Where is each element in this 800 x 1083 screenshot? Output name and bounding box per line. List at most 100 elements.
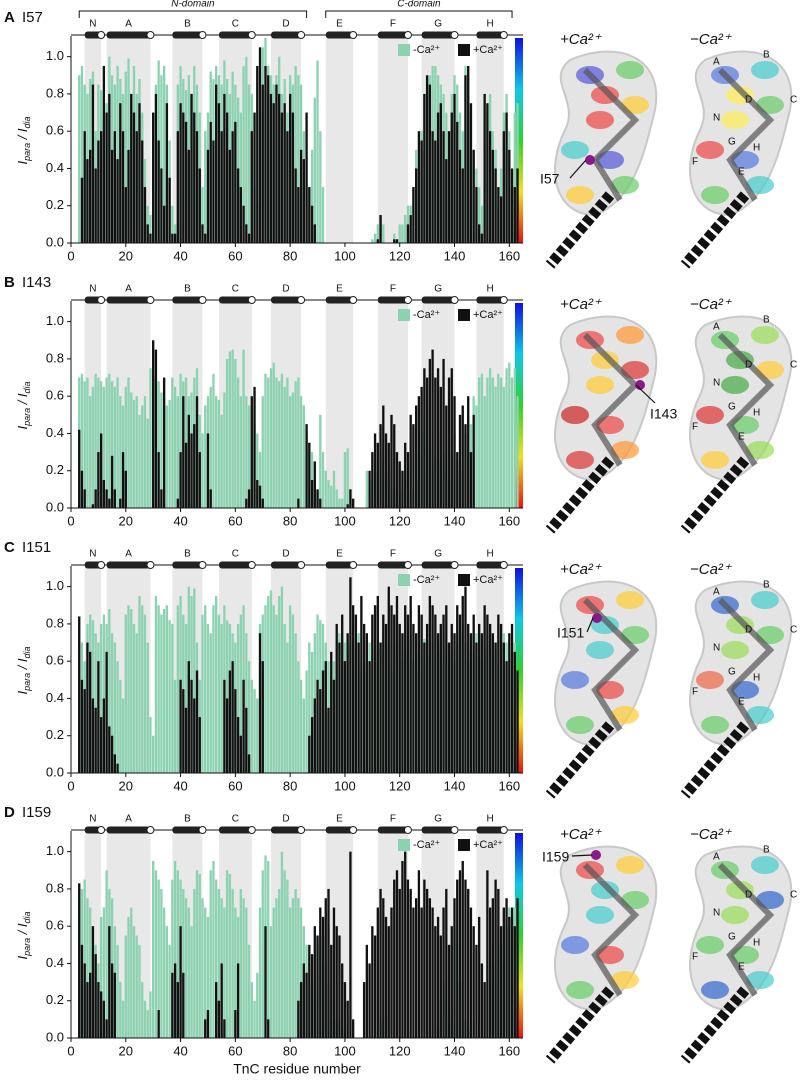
bar — [190, 93, 193, 243]
bar — [332, 679, 336, 773]
bar — [417, 131, 421, 243]
bar — [99, 131, 103, 243]
bar — [80, 944, 84, 1038]
bar — [113, 386, 116, 508]
y-label-part: para — [22, 143, 32, 162]
surface-patch — [746, 441, 774, 459]
y-tick-label: 0.6 — [46, 653, 64, 668]
bar — [141, 982, 144, 1038]
y-tick-label: 0.2 — [46, 197, 64, 212]
bar — [406, 614, 410, 773]
bar — [387, 586, 390, 773]
bar — [121, 1000, 125, 1038]
bar — [143, 187, 147, 243]
bar — [439, 623, 442, 773]
colorbar — [515, 303, 523, 508]
structure-helix-label: G — [728, 137, 736, 148]
bar — [420, 386, 423, 508]
surface-patch — [611, 971, 639, 989]
bar — [458, 149, 462, 243]
y-tick-label: 1.0 — [46, 578, 64, 593]
bar — [302, 405, 306, 508]
helix-label: N — [89, 549, 96, 560]
bar — [420, 614, 423, 773]
bar — [461, 860, 464, 1038]
bar — [486, 377, 489, 508]
bar — [294, 888, 297, 1038]
y-label-part: I — [15, 161, 30, 165]
bar — [247, 405, 251, 508]
bar — [486, 103, 489, 244]
bar — [439, 935, 442, 1038]
colorbar — [515, 38, 523, 243]
bar — [234, 1010, 237, 1038]
bar — [280, 851, 284, 1038]
bar — [245, 498, 248, 508]
bar — [231, 131, 234, 243]
structure-helix-label: D — [745, 625, 752, 636]
bar — [212, 373, 215, 508]
probe-arrow — [635, 384, 656, 404]
bar — [110, 455, 114, 508]
surface-patch — [701, 186, 729, 204]
bar — [184, 121, 188, 243]
surface-patch — [616, 61, 644, 79]
surface-patch — [701, 716, 729, 734]
y-axis-label: Ipara / Idia — [15, 646, 32, 694]
bar — [102, 65, 106, 243]
bar — [146, 642, 149, 773]
bar — [80, 679, 84, 773]
bar — [502, 642, 505, 773]
bar — [225, 698, 229, 773]
tail-helix — [545, 986, 615, 1064]
bar — [486, 614, 489, 773]
bar — [428, 595, 432, 773]
bar — [275, 84, 278, 243]
bar — [497, 888, 500, 1038]
helix-cylinder — [421, 561, 455, 569]
x-tick-label: 0 — [67, 778, 74, 793]
bar — [423, 368, 426, 508]
bar — [478, 916, 481, 1038]
y-tick-label: 0.8 — [46, 350, 64, 365]
bar — [305, 424, 308, 508]
bar — [450, 368, 453, 508]
helix-label: A — [125, 549, 132, 560]
bar — [354, 614, 358, 773]
helix-cylinder — [84, 31, 102, 39]
bar — [272, 362, 275, 508]
bar — [108, 726, 111, 773]
bar — [121, 131, 125, 243]
bar — [160, 392, 163, 508]
bar — [510, 168, 514, 243]
bar — [135, 935, 138, 1038]
y-label-part: / I — [15, 658, 30, 673]
bar — [497, 187, 500, 243]
panel-title: I143 — [22, 274, 51, 291]
bar — [398, 623, 401, 773]
backbone — [582, 67, 640, 202]
bar — [223, 93, 226, 243]
helix-label: E — [336, 19, 343, 30]
bar — [86, 159, 89, 243]
helix-label: H — [487, 19, 494, 30]
bar — [461, 595, 464, 773]
bar — [173, 386, 177, 508]
surface-patch — [751, 326, 779, 344]
bar — [80, 65, 84, 243]
bar — [513, 651, 516, 773]
surface-patch — [566, 716, 594, 734]
y-tick-label: 0.2 — [46, 727, 64, 742]
bar — [94, 633, 97, 773]
helix-cylinder — [106, 826, 151, 834]
bar — [247, 661, 251, 773]
bar — [146, 418, 149, 508]
bar — [395, 595, 399, 773]
bar — [294, 65, 297, 243]
surface-patch — [746, 706, 774, 724]
bar — [404, 851, 407, 1038]
bar — [393, 233, 396, 243]
x-tick-label: 160 — [498, 778, 520, 793]
helix-cylinder — [476, 296, 504, 304]
bar — [297, 187, 300, 243]
